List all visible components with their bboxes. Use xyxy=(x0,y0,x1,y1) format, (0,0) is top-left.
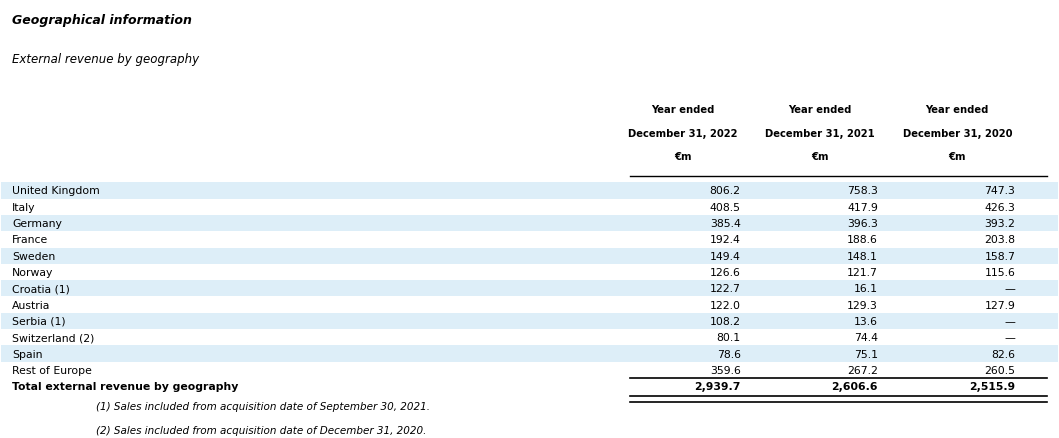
Text: 80.1: 80.1 xyxy=(717,332,740,343)
Bar xyxy=(1,215,1058,232)
Text: United Kingdom: United Kingdom xyxy=(12,186,100,196)
Text: 13.6: 13.6 xyxy=(854,316,878,326)
Text: 122.7: 122.7 xyxy=(710,284,740,293)
Text: €m: €m xyxy=(811,152,829,162)
Text: Spain: Spain xyxy=(12,349,42,359)
Text: 260.5: 260.5 xyxy=(985,365,1016,375)
Text: 747.3: 747.3 xyxy=(985,186,1016,196)
Text: 82.6: 82.6 xyxy=(991,349,1016,359)
Text: Total external revenue by geography: Total external revenue by geography xyxy=(12,381,238,391)
Bar xyxy=(1,346,1058,362)
Text: December 31, 2021: December 31, 2021 xyxy=(765,129,875,139)
Bar xyxy=(1,280,1058,297)
Text: —: — xyxy=(1005,332,1016,343)
Text: 359.6: 359.6 xyxy=(710,365,740,375)
Text: 108.2: 108.2 xyxy=(710,316,740,326)
Text: €m: €m xyxy=(949,152,966,162)
Text: 2,939.7: 2,939.7 xyxy=(695,381,740,391)
Bar xyxy=(1,248,1058,264)
Text: Switzerland (2): Switzerland (2) xyxy=(12,332,94,343)
Bar xyxy=(1,183,1058,199)
Text: 129.3: 129.3 xyxy=(847,300,878,310)
Text: 2,606.6: 2,606.6 xyxy=(831,381,878,391)
Text: —: — xyxy=(1005,284,1016,293)
Text: 192.4: 192.4 xyxy=(710,235,740,245)
Text: 188.6: 188.6 xyxy=(847,235,878,245)
Text: —: — xyxy=(1005,316,1016,326)
Text: Austria: Austria xyxy=(12,300,51,310)
Text: External revenue by geography: External revenue by geography xyxy=(12,53,199,66)
Text: Serbia (1): Serbia (1) xyxy=(12,316,66,326)
Text: Croatia (1): Croatia (1) xyxy=(12,284,70,293)
Text: Year ended: Year ended xyxy=(788,105,851,115)
Text: 408.5: 408.5 xyxy=(710,202,740,212)
Text: 78.6: 78.6 xyxy=(717,349,740,359)
Text: 127.9: 127.9 xyxy=(985,300,1016,310)
Text: 16.1: 16.1 xyxy=(854,284,878,293)
Text: December 31, 2022: December 31, 2022 xyxy=(628,129,737,139)
Text: Germany: Germany xyxy=(12,219,61,229)
Text: 2,515.9: 2,515.9 xyxy=(969,381,1016,391)
Text: 121.7: 121.7 xyxy=(847,267,878,277)
Text: 385.4: 385.4 xyxy=(710,219,740,229)
Text: 806.2: 806.2 xyxy=(710,186,740,196)
Text: 115.6: 115.6 xyxy=(985,267,1016,277)
Text: Year ended: Year ended xyxy=(926,105,989,115)
Text: 149.4: 149.4 xyxy=(710,251,740,261)
Text: 75.1: 75.1 xyxy=(854,349,878,359)
Text: 426.3: 426.3 xyxy=(985,202,1016,212)
Text: December 31, 2020: December 31, 2020 xyxy=(902,129,1012,139)
Text: 393.2: 393.2 xyxy=(985,219,1016,229)
Text: 126.6: 126.6 xyxy=(710,267,740,277)
Text: 74.4: 74.4 xyxy=(854,332,878,343)
Bar xyxy=(1,313,1058,329)
Text: €m: €m xyxy=(674,152,692,162)
Text: 122.0: 122.0 xyxy=(710,300,740,310)
Text: 758.3: 758.3 xyxy=(847,186,878,196)
Text: 267.2: 267.2 xyxy=(847,365,878,375)
Text: 417.9: 417.9 xyxy=(847,202,878,212)
Text: 203.8: 203.8 xyxy=(985,235,1016,245)
Text: Sweden: Sweden xyxy=(12,251,55,261)
Text: Italy: Italy xyxy=(12,202,35,212)
Text: Norway: Norway xyxy=(12,267,53,277)
Text: Year ended: Year ended xyxy=(651,105,715,115)
Text: 396.3: 396.3 xyxy=(847,219,878,229)
Text: 148.1: 148.1 xyxy=(847,251,878,261)
Text: (2) Sales included from acquisition date of December 31, 2020.: (2) Sales included from acquisition date… xyxy=(96,425,427,435)
Text: France: France xyxy=(12,235,49,245)
Text: Geographical information: Geographical information xyxy=(12,14,192,27)
Text: (1) Sales included from acquisition date of September 30, 2021.: (1) Sales included from acquisition date… xyxy=(96,401,430,411)
Text: Rest of Europe: Rest of Europe xyxy=(12,365,92,375)
Text: 158.7: 158.7 xyxy=(985,251,1016,261)
